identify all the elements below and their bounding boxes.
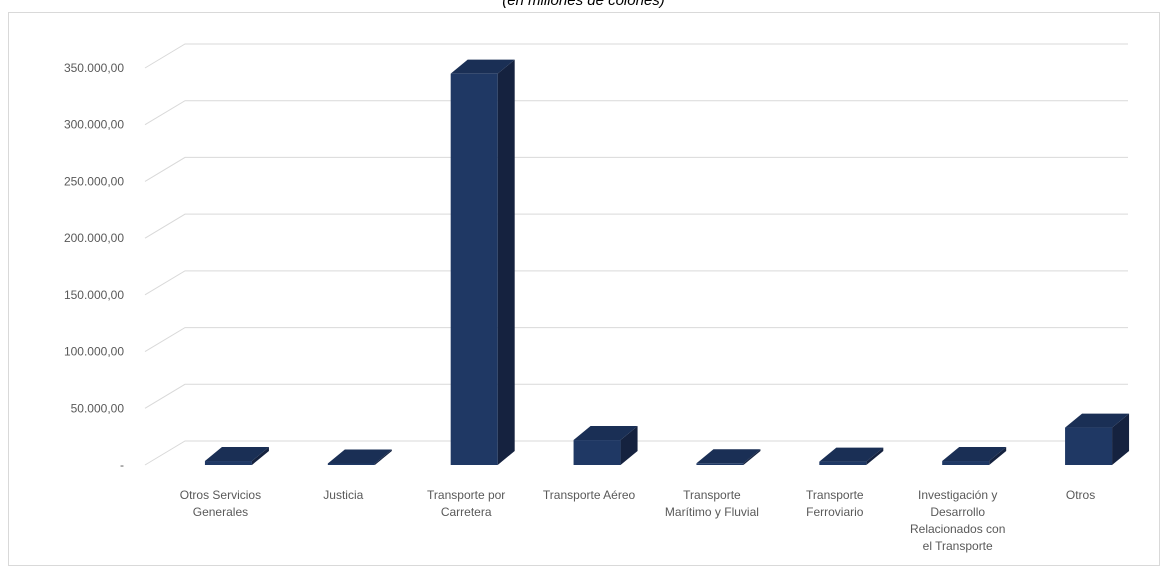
gridline	[144, 440, 1128, 466]
gridline	[144, 327, 1128, 353]
bar-front	[1065, 427, 1113, 465]
bar-top	[696, 449, 761, 464]
gridline	[144, 213, 1128, 239]
gridline	[144, 270, 1128, 296]
bar-side	[497, 59, 515, 466]
bar	[204, 447, 269, 465]
y-tick-label: 350.000,00	[64, 61, 124, 75]
bar-front	[327, 463, 375, 465]
gridline	[144, 43, 1128, 69]
bar	[819, 447, 884, 465]
bar-side	[620, 426, 638, 465]
y-tick-label: 300.000,00	[64, 118, 124, 132]
gridline	[144, 383, 1128, 409]
y-tick-label: 200.000,00	[64, 231, 124, 245]
bar-side	[374, 449, 392, 465]
bar-side	[866, 447, 884, 465]
bar-side	[989, 447, 1007, 465]
bar-front	[819, 461, 867, 465]
x-axis-ticks: Otros Servicios Generales Justicia Transpor…	[180, 488, 1095, 553]
bar-side	[743, 449, 761, 465]
x-tick-label: Transporte Marítimo y Fluvial	[665, 488, 759, 519]
x-tick-label: Justicia	[323, 488, 363, 502]
bar	[450, 59, 515, 466]
bar-front	[573, 440, 621, 465]
gridlines	[144, 43, 1128, 466]
bar-front	[696, 463, 744, 465]
chart-subtitle: (en millones de colones)	[502, 0, 665, 9]
bar	[942, 447, 1007, 465]
bar-side	[1112, 413, 1130, 465]
bar-top	[1065, 413, 1130, 428]
y-tick-label: 50.000,00	[71, 401, 125, 415]
y-tick-label: 100.000,00	[64, 345, 124, 359]
chart-frame	[8, 12, 1160, 566]
bars	[204, 59, 1130, 466]
bar-top	[573, 426, 638, 441]
y-tick-label: -	[120, 458, 124, 472]
x-tick-label: Otros	[1066, 488, 1095, 502]
gridline	[144, 100, 1128, 126]
bar-top	[819, 447, 884, 462]
bar	[573, 426, 638, 465]
bar-front	[204, 461, 252, 465]
y-axis-ticks: - 50.000,00 100.000,00 150.000,00 200.000,00…	[64, 61, 124, 472]
bar-top	[450, 59, 515, 74]
bar-top	[942, 447, 1007, 462]
bar-front	[942, 461, 990, 465]
bar-front	[450, 73, 498, 466]
bar	[327, 449, 392, 465]
bar-top	[327, 449, 392, 464]
x-tick-label: Transporte Ferroviario	[806, 488, 864, 519]
x-tick-label: Investigación y Desarrollo Relacionados co…	[910, 488, 1005, 553]
y-tick-label: 250.000,00	[64, 174, 124, 188]
x-tick-label: Otros Servicios Generales	[180, 488, 261, 519]
bar	[696, 449, 761, 465]
gridline	[144, 156, 1128, 182]
bar-top	[204, 447, 269, 462]
x-tick-label: Transporte Aéreo	[543, 488, 636, 502]
bar-side	[251, 447, 269, 465]
y-tick-label: 150.000,00	[64, 288, 124, 302]
x-tick-label: Transporte por Carretera	[427, 488, 505, 519]
bar	[1065, 413, 1130, 465]
